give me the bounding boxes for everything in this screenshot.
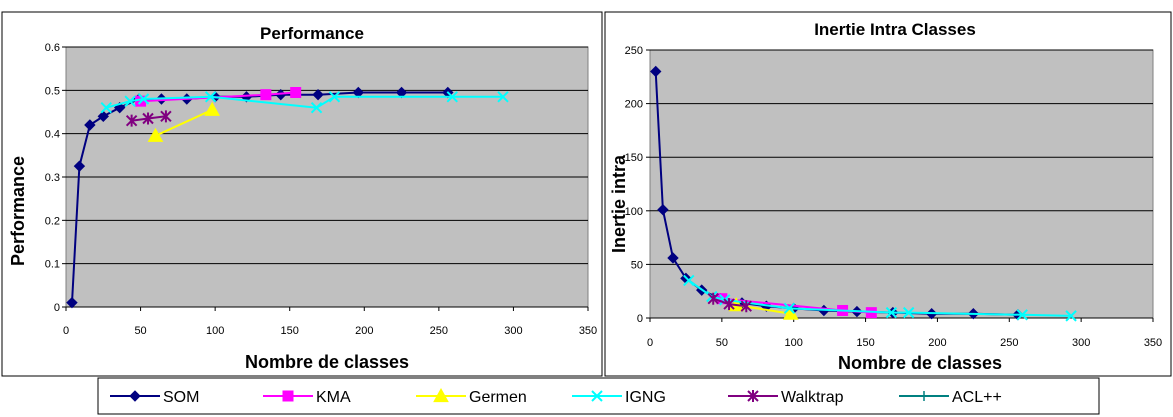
data-point (657, 204, 669, 216)
y-tick-label: 100 (625, 206, 643, 218)
x-tick-label: 100 (206, 325, 224, 337)
data-point (310, 101, 323, 114)
legend-swatch-marker (129, 390, 141, 402)
x-tick-label: 150 (856, 337, 874, 349)
data-point (97, 110, 109, 123)
data-point (66, 296, 78, 309)
data-point (783, 302, 796, 315)
legend-label: IGNG (625, 389, 666, 406)
x-tick-label: 0 (63, 325, 69, 337)
data-point (147, 127, 164, 142)
data-point (137, 93, 150, 105)
data-point (1016, 309, 1028, 321)
data-point (497, 91, 509, 103)
plot-background (649, 49, 1154, 319)
legend-label: Walktrap (781, 389, 844, 406)
plot-area: 0 50 100 150 200 250 0 50 100 150 200 250 300 350 (625, 45, 1163, 349)
x-tick-label: 250 (1000, 337, 1018, 349)
data-point (312, 88, 324, 101)
x-tick-label: 300 (1072, 337, 1090, 349)
legend-label: SOM (163, 389, 199, 406)
x-tick-label: 50 (716, 337, 728, 349)
data-point (142, 112, 154, 125)
x-tick-label: 50 (134, 325, 146, 337)
plot-area: 0 0.1 0.2 0.3 0.4 0.5 0.6 0 50 100 150 200 250 300 350 (45, 42, 597, 337)
y-tick-label: 0.1 (45, 259, 60, 271)
y-tick-label: 0.3 (45, 172, 60, 184)
legend-label: KMA (316, 389, 351, 406)
legend-swatch-marker (282, 390, 294, 402)
data-point (650, 65, 662, 78)
data-point (260, 89, 272, 101)
y-tick-label: 0 (637, 313, 643, 325)
data-point (740, 300, 752, 313)
x-tick-label: 100 (785, 337, 803, 349)
series-germen (147, 101, 221, 142)
series-line (155, 108, 213, 137)
chart-title: Performance (260, 24, 364, 43)
data-point (160, 110, 172, 123)
y-tick-label: 0.4 (45, 129, 60, 141)
data-point (707, 292, 719, 305)
x-tick-label: 250 (430, 325, 448, 337)
y-tick-label: 0 (54, 302, 60, 314)
data-point (683, 274, 695, 287)
data-point (328, 91, 341, 103)
series-walktrap (707, 292, 752, 313)
data-point (124, 95, 136, 107)
series-igng (100, 91, 509, 114)
data-point (125, 114, 138, 127)
y-tick-label: 0.2 (45, 215, 60, 227)
data-point (204, 91, 217, 103)
legend: SOM KMA Germen IGNG Walktrap ACL++ (97, 377, 1100, 415)
x-tick-label: 200 (928, 337, 946, 349)
performance-chart: Performance Nombre de classes Performanc… (1, 11, 603, 377)
data-point (1065, 310, 1077, 322)
y-axis-label: Performance (8, 156, 28, 266)
y-tick-label: 50 (631, 259, 643, 271)
chart-title: Inertie Intra Classes (814, 20, 976, 39)
x-axis-label: Nombre de classes (245, 352, 409, 372)
x-tick-label: 350 (1144, 337, 1162, 349)
y-tick-label: 200 (625, 99, 643, 111)
y-axis-label: Inertie intra (609, 154, 629, 253)
y-tick-label: 150 (625, 152, 643, 164)
data-point (84, 119, 96, 131)
inertia-chart: Inertie Intra Classes Nombre de classes … (604, 11, 1172, 377)
y-tick-label: 0.6 (45, 42, 60, 54)
x-tick-label: 350 (579, 325, 597, 337)
data-point (73, 160, 86, 172)
data-point (100, 101, 112, 114)
data-point (667, 252, 679, 264)
data-point (902, 306, 915, 319)
x-tick-label: 0 (647, 337, 653, 349)
data-point (723, 298, 735, 311)
legend-label: ACL++ (952, 389, 1002, 406)
data-point (885, 306, 898, 319)
y-tick-label: 250 (625, 45, 643, 57)
x-tick-label: 300 (504, 325, 522, 337)
legend-swatch-marker (747, 390, 759, 402)
series-walktrap (125, 110, 172, 127)
legend-swatch-marker (591, 390, 603, 402)
legend-swatch-marker (433, 387, 449, 403)
data-point (204, 101, 221, 116)
legend-swatch-marker (919, 391, 929, 401)
data-point (446, 91, 458, 103)
x-tick-label: 200 (355, 325, 373, 337)
y-tick-label: 0.5 (45, 85, 60, 97)
x-tick-label: 150 (281, 325, 299, 337)
data-point (290, 87, 302, 98)
x-axis-label: Nombre de classes (838, 353, 1002, 373)
series-line (106, 95, 503, 109)
legend-label: Germen (469, 389, 527, 406)
